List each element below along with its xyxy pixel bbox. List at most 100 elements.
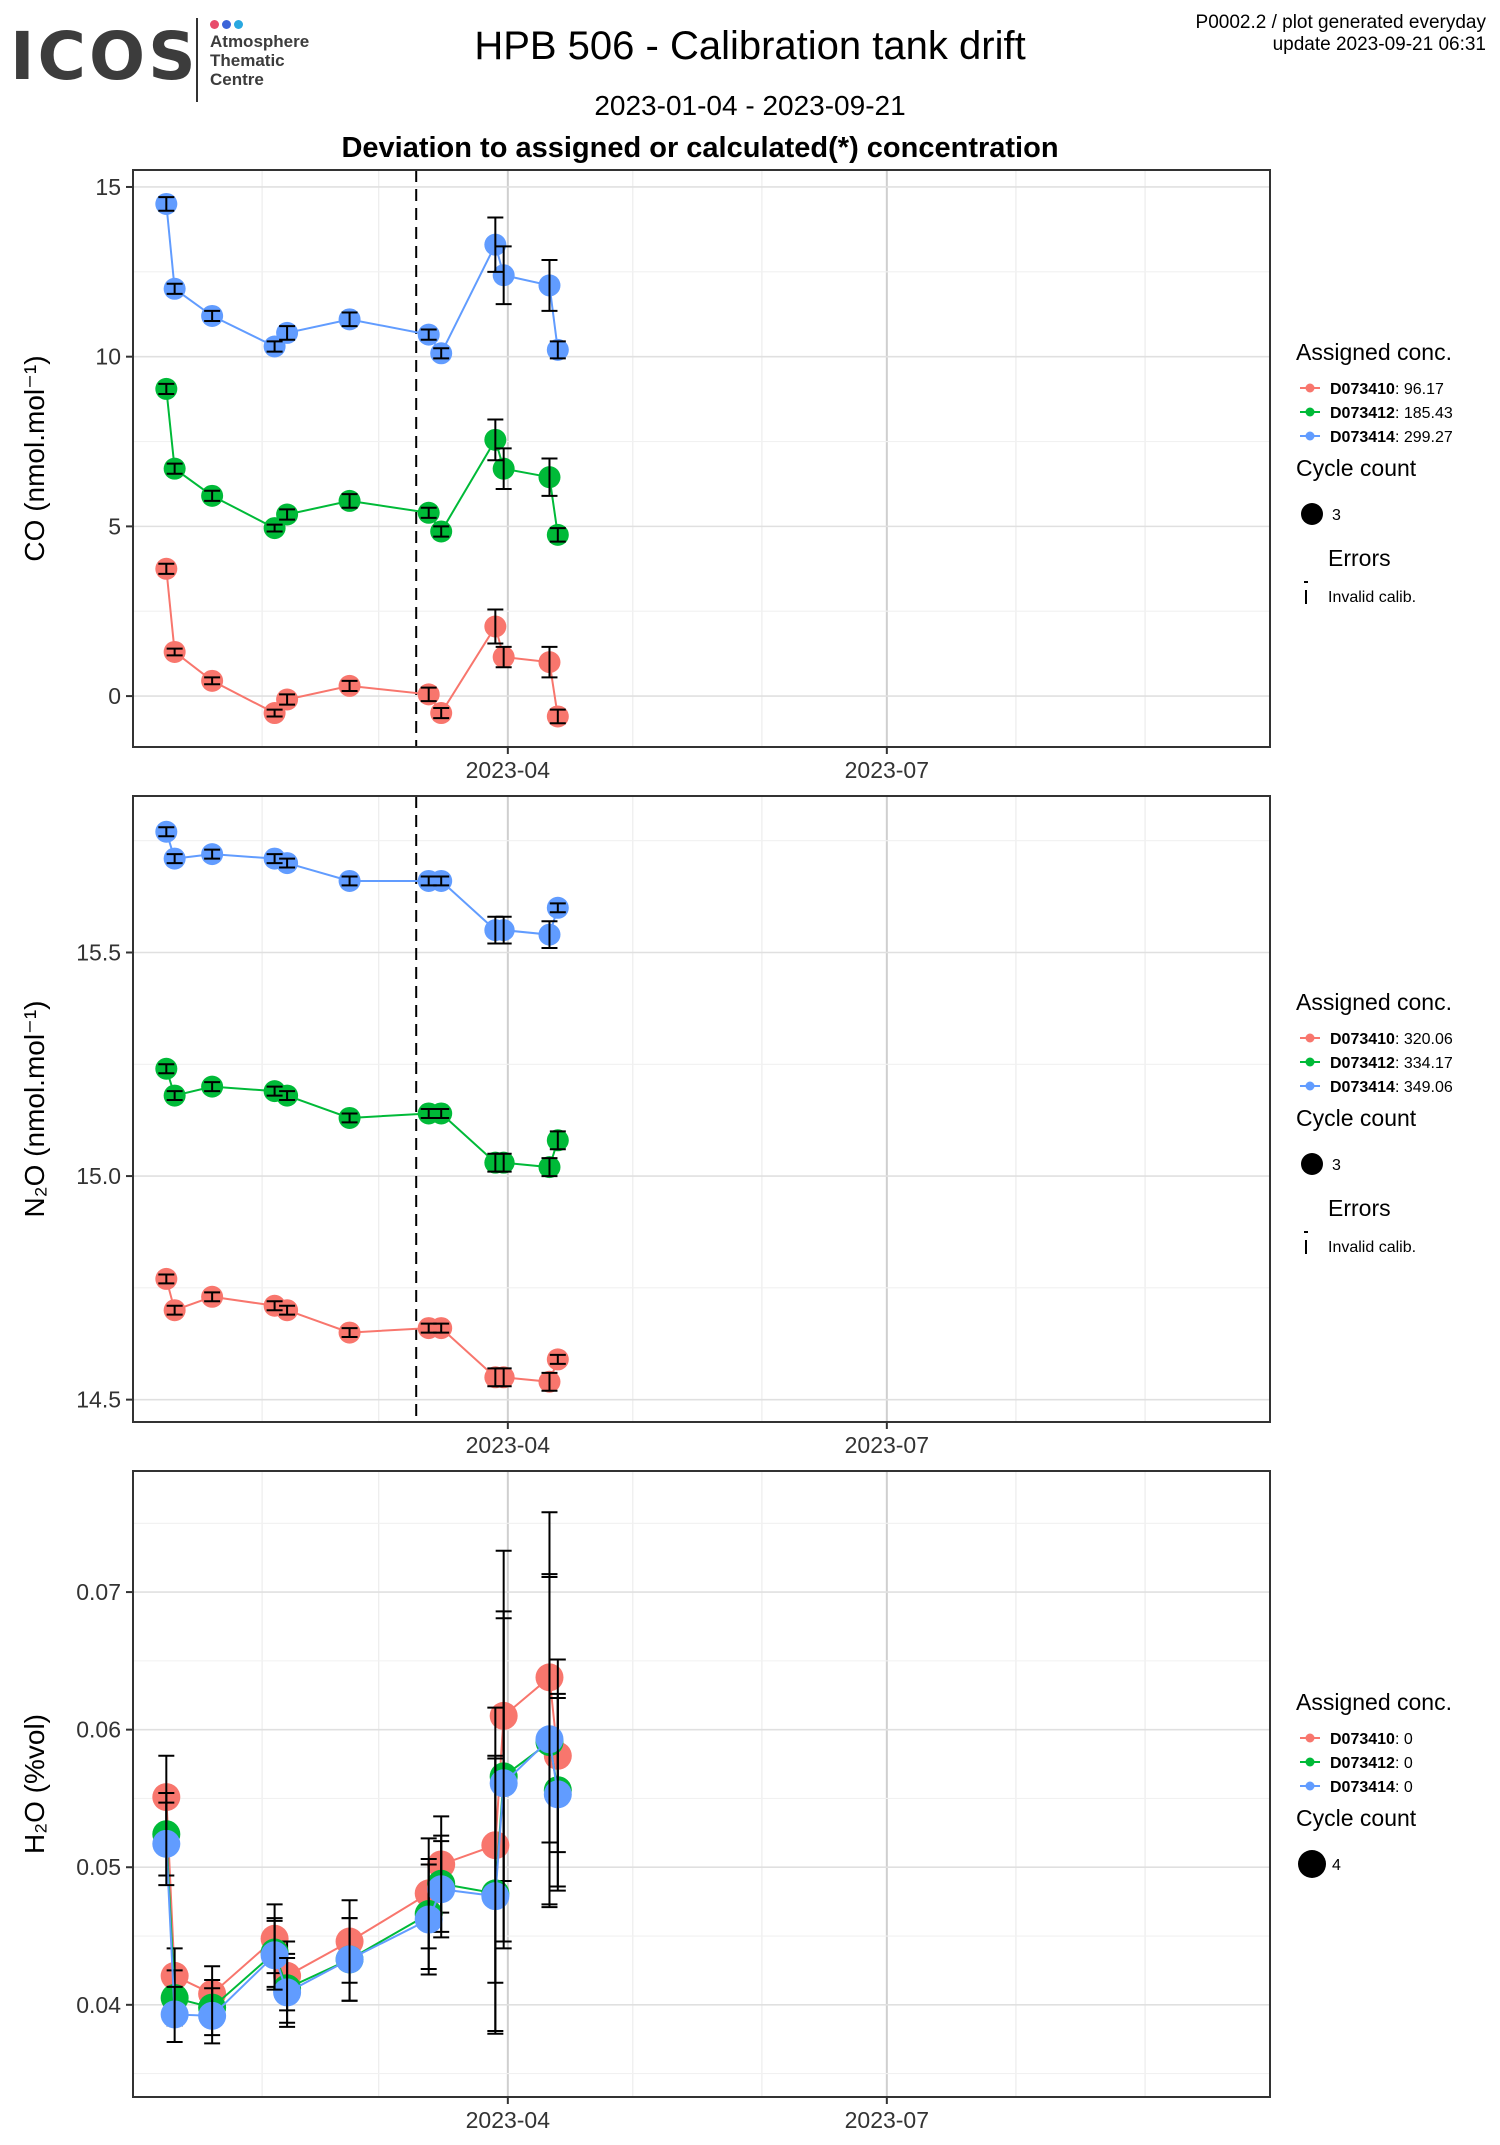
error-bar	[433, 875, 450, 887]
error-bar	[541, 920, 558, 950]
legend-entry-label: D073414: 349.06	[1330, 1079, 1453, 1096]
legend-size-title: Cycle count	[1296, 455, 1417, 481]
y-tick-label: 14.5	[76, 1387, 121, 1413]
logo-dot	[210, 20, 219, 29]
legend-entry-label: D073410: 320.06	[1330, 1031, 1453, 1048]
legend-key-dot	[1305, 1781, 1315, 1791]
error-bar	[495, 245, 512, 306]
series-line-D073414	[165, 831, 559, 936]
error-bar	[166, 647, 183, 657]
logo-dots	[210, 16, 246, 34]
logo-dot	[222, 20, 231, 29]
legend-entry-label: D073410: 96.17	[1330, 381, 1444, 398]
y-tick-label: 0.04	[76, 1992, 121, 2018]
error-bar	[541, 1573, 558, 1906]
logo-divider	[196, 18, 198, 102]
legend-key-dot	[1305, 1081, 1315, 1091]
error-bar	[279, 325, 296, 341]
legend-key-dot	[1305, 1057, 1315, 1067]
panel-3: 0.04 0.05 0.06 0.07 2023-04 2023-07 H₂O (%vol)…	[19, 1470, 1452, 2133]
y-tick-label: 0	[108, 683, 121, 709]
x-tick-label: 2023-04	[466, 757, 551, 783]
legend-key-dot	[1305, 1033, 1315, 1043]
series-line-D073410	[165, 1278, 559, 1383]
legend-size-title: Cycle count	[1296, 1105, 1417, 1131]
error-bar	[341, 1917, 358, 2002]
series-D073414	[155, 192, 569, 365]
error-bar	[541, 258, 558, 312]
error-bar	[487, 1757, 504, 2035]
legend-size-title: Cycle count	[1296, 1805, 1417, 1831]
logo-subtext: Atmosphere Thematic Centre	[210, 32, 309, 89]
legend: Assigned conc. D073410: 0 D073412: 0 D07341…	[1296, 1689, 1452, 1878]
error-bar	[341, 311, 358, 328]
error-bar	[549, 1130, 566, 1151]
error-bar	[420, 1863, 437, 1976]
error-bar	[541, 1371, 558, 1392]
error-bar	[166, 1985, 183, 2043]
error-bar	[266, 1300, 283, 1312]
panel-frame	[132, 1470, 1271, 2098]
error-bar	[204, 309, 221, 323]
grid	[132, 170, 1271, 747]
error-bar	[266, 1085, 283, 1097]
error-bar	[549, 527, 566, 543]
error-bar	[158, 826, 175, 838]
update-timestamp: update 2023-09-21 06:31	[1272, 34, 1486, 55]
error-bar	[166, 462, 183, 475]
error-bar	[420, 506, 437, 519]
error-bar	[495, 447, 512, 491]
legend-entry-label: D073412: 334.17	[1330, 1055, 1453, 1072]
error-bar	[549, 902, 566, 914]
error-bar	[204, 1291, 221, 1303]
error-bar	[166, 282, 183, 295]
error-bar	[341, 493, 358, 509]
error-bar	[495, 915, 512, 945]
legend: Assigned conc. D073410: 320.06 D073412: 33…	[1296, 989, 1453, 1256]
error-bar	[158, 382, 175, 396]
series-D073410	[155, 1267, 569, 1393]
legend-entry-label: D073410: 0	[1330, 1731, 1413, 1748]
logo-dot	[234, 20, 243, 29]
error-bar	[279, 508, 296, 521]
logo-subtext-line: Centre	[210, 70, 264, 89]
error-bar	[204, 676, 221, 686]
error-bar	[266, 708, 283, 718]
chart-subtitle: Deviation to assigned or calculated(*) c…	[341, 132, 1059, 164]
legend-size-value: 3	[1332, 1157, 1341, 1174]
error-bar	[433, 525, 450, 538]
y-axis-title: CO (nmol.mol⁻¹)	[19, 355, 50, 561]
error-bar	[158, 562, 175, 575]
error-bar	[204, 1081, 221, 1093]
x-tick-label: 2023-07	[845, 757, 929, 783]
error-bar	[279, 1304, 296, 1316]
error-bar	[541, 457, 558, 497]
panel-1: 0 5 10 15 2023-04 2023-07 CO (nmol.mol⁻¹) Assig…	[19, 169, 1453, 783]
error-bar	[541, 1157, 558, 1178]
page-title: HPB 506 - Calibration tank drift	[474, 24, 1026, 68]
logo-subtext-line: Thematic	[210, 51, 285, 70]
grid	[132, 796, 1271, 1422]
plot-info: P0002.2 / plot generated everyday update…	[1196, 12, 1486, 56]
error-bar	[158, 1063, 175, 1075]
legend-key-dot	[1305, 407, 1315, 417]
error-bar	[204, 489, 221, 502]
x-tick-label: 2023-07	[845, 2107, 929, 2133]
legend-title: Assigned conc.	[1296, 339, 1452, 365]
error-bar	[549, 708, 566, 725]
series-D073412	[155, 1057, 569, 1179]
error-bar	[279, 1090, 296, 1102]
series-D073410	[155, 557, 569, 728]
error-bar	[166, 1304, 183, 1316]
error-bar	[266, 853, 283, 865]
plot-info-line: P0002.2 / plot generated everyday	[1195, 12, 1486, 33]
legend-entry-label: D073412: 185.43	[1330, 405, 1453, 422]
legend-size-value: 4	[1332, 1857, 1341, 1874]
logo-subtext-line: Atmosphere	[210, 32, 310, 51]
error-bar	[158, 196, 175, 212]
y-tick-label: 15.0	[76, 1163, 121, 1189]
error-bar	[487, 216, 504, 273]
series-D073414	[152, 1573, 572, 2045]
error-bar	[420, 686, 437, 703]
panel-frame	[132, 795, 1271, 1423]
